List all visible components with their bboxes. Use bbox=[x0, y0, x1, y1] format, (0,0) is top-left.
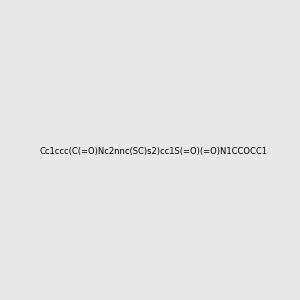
Text: Cc1ccc(C(=O)Nc2nnc(SC)s2)cc1S(=O)(=O)N1CCOCC1: Cc1ccc(C(=O)Nc2nnc(SC)s2)cc1S(=O)(=O)N1C… bbox=[40, 147, 268, 156]
